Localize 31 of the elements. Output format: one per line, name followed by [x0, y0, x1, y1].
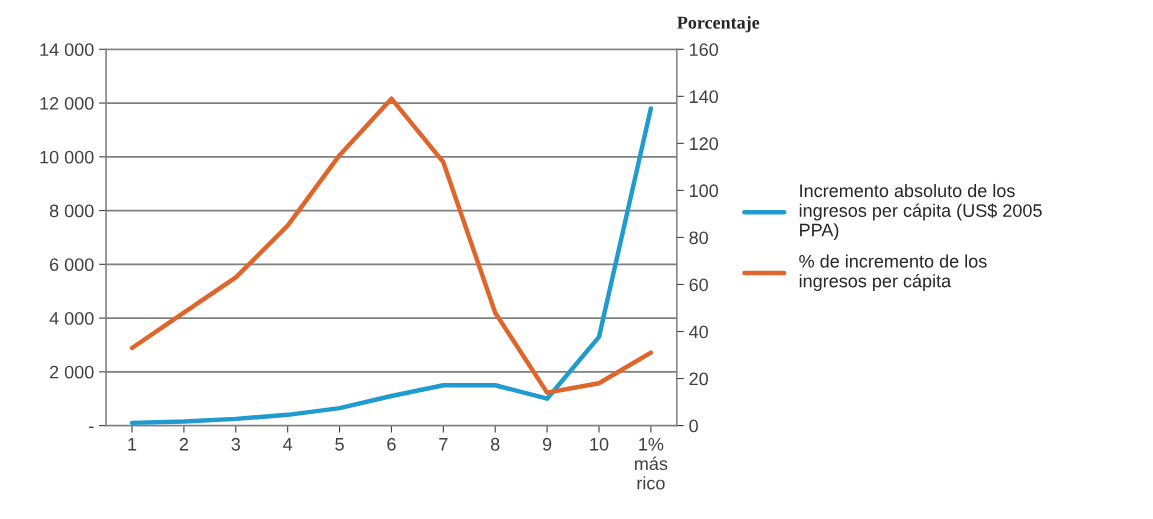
x-tick-label: 2	[179, 437, 189, 451]
y-tick-label: 8 000	[49, 204, 94, 218]
x-tick-label: 8	[490, 437, 500, 451]
y2-tick-label: 100	[689, 184, 719, 198]
y2-tick-label: 60	[689, 278, 708, 292]
y-tick-label: -	[89, 426, 94, 429]
y2-axis-title: Porcentaje	[677, 16, 760, 33]
y-tick-label: 4 000	[49, 312, 94, 325]
y2-tick-label: 160	[689, 43, 719, 57]
y2-tick-label: 80	[689, 231, 708, 245]
x-tick-label: 6	[387, 437, 396, 451]
y-tick-label: 10 000	[40, 150, 94, 164]
y2-tick-label: 20	[689, 372, 708, 386]
x-tick-label: 1	[128, 438, 137, 451]
y2-tick-label: 40	[689, 325, 708, 339]
x-tick-label: 4	[283, 438, 293, 451]
x-tick-label: 7	[439, 438, 448, 451]
x-tick-label: 1% más rico	[635, 437, 668, 490]
legend-label: % de incremento de los ingresos per cápita	[799, 254, 987, 291]
y-tick-label: 2 000	[50, 365, 94, 379]
y-tick-label: 6 000	[50, 258, 94, 272]
y-tick-label: 14 000	[40, 43, 94, 57]
y2-tick-label: 120	[689, 137, 719, 151]
y2-tick-label: 140	[689, 90, 719, 104]
x-tick-label: 10	[590, 437, 609, 451]
x-tick-label: 5	[335, 438, 344, 451]
legend-label: Incremento absoluto de los ingresos per cápita (US$ 2005 PPA)	[799, 183, 1042, 240]
x-tick-label: 3	[231, 437, 241, 451]
y2-tick-label: 0	[689, 419, 698, 433]
x-tick-label: 9	[542, 437, 552, 451]
y-tick-label: 12 000	[40, 96, 94, 110]
